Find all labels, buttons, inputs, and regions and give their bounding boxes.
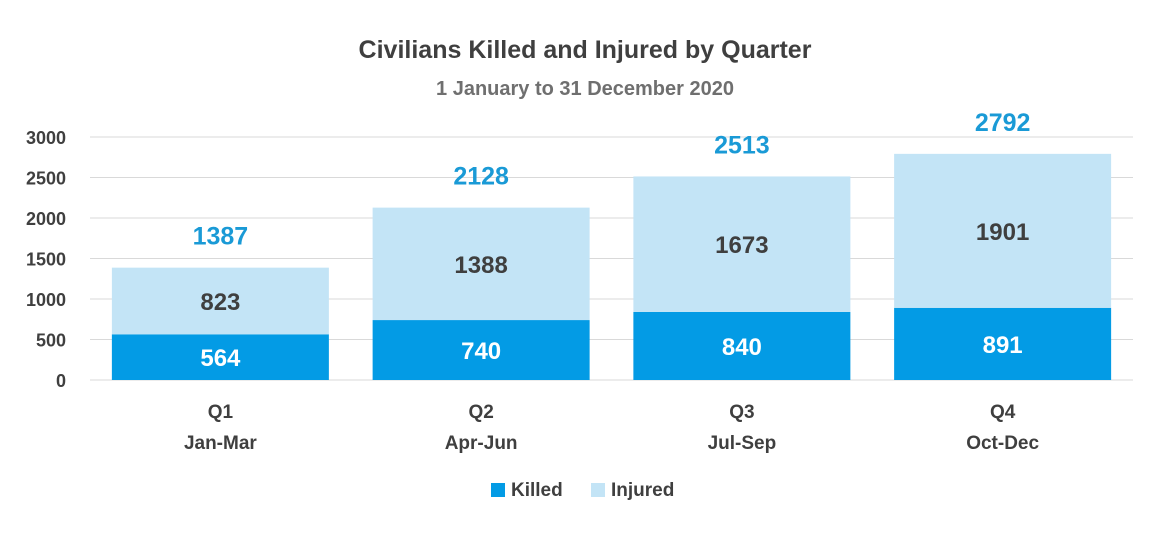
legend: Killed Injured <box>491 480 674 501</box>
data-label-killed: 891 <box>983 332 1023 359</box>
bar-injured <box>111 267 329 335</box>
y-tick-label: 0 <box>56 371 66 391</box>
data-label-total: 2513 <box>714 131 770 159</box>
y-tick-label: 2000 <box>26 209 66 229</box>
y-tick-label: 3000 <box>26 128 66 148</box>
data-label-injured: 1673 <box>715 232 768 259</box>
bar-injured <box>372 207 590 321</box>
bar-killed <box>111 334 329 380</box>
x-tick-label-quarter: Q1 <box>208 402 234 423</box>
legend-label-killed: Killed <box>511 480 563 501</box>
data-label-total: 2128 <box>453 163 509 191</box>
legend-swatch-injured <box>591 483 605 497</box>
data-label-total: 2792 <box>975 109 1031 137</box>
x-tick-label-months: Jul-Sep <box>708 433 777 454</box>
chart-subtitle: 1 January to 31 December 2020 <box>436 78 734 100</box>
bar-killed <box>894 307 1112 380</box>
data-labels: 564 823 1387 740 1388 2128 840 1673 2513 891 1901 2… <box>193 109 1031 372</box>
data-label-injured: 1901 <box>976 219 1029 246</box>
bar-injured <box>894 153 1112 308</box>
x-tick-label-quarter: Q4 <box>990 402 1016 423</box>
data-label-killed: 564 <box>200 345 241 372</box>
bar-injured <box>633 176 851 312</box>
x-tick-label-months: Apr-Jun <box>445 433 518 454</box>
y-tick-label: 1500 <box>26 250 66 270</box>
x-tick-label-months: Oct-Dec <box>966 433 1039 454</box>
data-label-total: 1387 <box>193 223 249 251</box>
legend-label-injured: Injured <box>611 480 674 501</box>
legend-swatch-killed <box>491 483 505 497</box>
y-tick-label: 500 <box>36 331 66 351</box>
data-label-killed: 840 <box>722 334 762 361</box>
x-tick-label-quarter: Q2 <box>468 402 493 423</box>
bar-killed <box>633 311 851 380</box>
bars <box>111 153 1112 380</box>
x-tick-label-quarter: Q3 <box>729 402 754 423</box>
bar-killed <box>372 320 590 380</box>
data-label-killed: 740 <box>461 338 501 365</box>
y-axis-ticks: 0 500 1000 1500 2000 2500 3000 <box>26 128 66 391</box>
y-tick-label: 2500 <box>26 169 66 189</box>
y-tick-label: 1000 <box>26 290 66 310</box>
chart-title: Civilians Killed and Injured by Quarter <box>359 36 812 64</box>
x-tick-label-months: Jan-Mar <box>184 433 257 454</box>
data-label-injured: 823 <box>200 289 240 316</box>
data-label-injured: 1388 <box>454 252 507 279</box>
x-axis-ticks: Q1 Jan-Mar Q2 Apr-Jun Q3 Jul-Sep Q4 Oct-Dec <box>184 402 1040 454</box>
